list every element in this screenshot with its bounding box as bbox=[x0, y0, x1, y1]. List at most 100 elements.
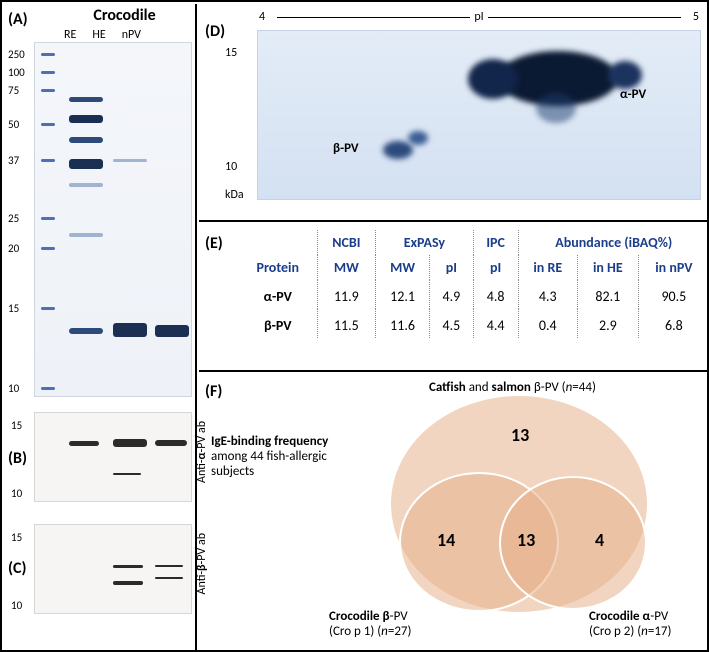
panel-d-tick-15: 15 bbox=[225, 46, 237, 60]
blot-band bbox=[113, 473, 141, 475]
venn-top-label: Catfish and salmon β-PV (n=44) bbox=[429, 380, 596, 395]
th-npv: in nPV bbox=[638, 255, 709, 280]
crop1-val: =27) bbox=[388, 624, 412, 639]
and-label: and bbox=[466, 380, 492, 395]
gel-band bbox=[69, 115, 103, 123]
mw-tick: 15 bbox=[8, 302, 19, 315]
gel-band bbox=[155, 325, 189, 337]
gel-band bbox=[69, 183, 103, 187]
alpha-pv-spot-3 bbox=[608, 61, 642, 89]
blot-band bbox=[69, 441, 99, 446]
mw-tick: 100 bbox=[8, 66, 25, 79]
venn-num-center: 13 bbox=[517, 529, 535, 551]
mw-tick: 250 bbox=[8, 48, 25, 61]
panel-d: (D) 4 pI 5 15 10 kDa α-PV β-PV bbox=[199, 4, 709, 222]
panel-d-kda: kDa bbox=[225, 188, 244, 202]
th-mw2: MW bbox=[376, 255, 430, 280]
blot-tick: 15 bbox=[11, 531, 22, 544]
mw-tick: 25 bbox=[8, 212, 19, 225]
mw-tick: 10 bbox=[8, 382, 19, 395]
blot-band bbox=[113, 439, 147, 447]
sub-header-row: Protein MW MW pI pI in RE in HE in nPV bbox=[239, 255, 709, 280]
crop1-a: (Cro p 1) ( bbox=[329, 624, 381, 639]
venn-num-right: 4 bbox=[595, 529, 604, 551]
venn-left-label: Crocodile β-PV (Cro p 1) (n=27) bbox=[329, 609, 411, 639]
pi-label: pI bbox=[470, 10, 487, 24]
gel-band bbox=[113, 323, 147, 337]
gel-band bbox=[69, 97, 103, 102]
panel-f-label: (F) bbox=[205, 382, 222, 401]
gel-band bbox=[69, 159, 103, 169]
alpha-pv-label: α-PV bbox=[620, 87, 646, 102]
blot-band bbox=[155, 440, 187, 446]
pi-axis: 4 pI 5 bbox=[259, 10, 699, 24]
alpha-pv-smear bbox=[536, 93, 576, 123]
alpha-pv-spot-2 bbox=[468, 59, 518, 99]
left-column: (A) Crocodile RE HE nPV 250 100 75 50 37 25 20… bbox=[4, 4, 197, 650]
panel-a-gel bbox=[34, 42, 192, 397]
panel-f-sidetext: IgE-binding frequency among 44 fish-alle… bbox=[211, 434, 356, 479]
panel-b-label: (B) bbox=[8, 449, 27, 468]
th-abundance: Abundance (iBAQ%) bbox=[518, 230, 709, 255]
beta-pv-spot-2 bbox=[408, 131, 428, 145]
panel-a-ladder bbox=[41, 47, 59, 392]
protein-table: NCBI ExPASy IPC Abundance (iBAQ%) Protei… bbox=[239, 230, 709, 338]
croc-alpha-name: Crocodile α-PV bbox=[589, 609, 668, 624]
panel-e: (E) NCBI ExPASy IPC Abundance (iBAQ%) Pr… bbox=[199, 224, 709, 372]
blot-tick: 10 bbox=[11, 599, 22, 612]
gel-band bbox=[69, 137, 103, 143]
salmon-label: salmon bbox=[492, 380, 531, 395]
venn-diagram: 13 14 13 4 bbox=[359, 394, 699, 644]
blot-band bbox=[155, 577, 183, 579]
th-mw1: MW bbox=[317, 255, 376, 280]
crop2-a: (Cro p 2) ( bbox=[589, 624, 641, 639]
crop2-n: n bbox=[641, 624, 648, 639]
croc-beta-name: Crocodile β-PV bbox=[329, 609, 408, 624]
crop1-n: n bbox=[381, 624, 388, 639]
ige-rest: among 44 fish-allergic subjects bbox=[211, 449, 327, 479]
th-protein: Protein bbox=[239, 255, 317, 280]
blot-band bbox=[113, 565, 143, 568]
lane-npv-label: nPV bbox=[122, 28, 141, 42]
panel-a-label: (A) bbox=[8, 10, 28, 29]
panel-d-tick-10: 10 bbox=[225, 160, 237, 174]
th-ipc: IPC bbox=[473, 230, 518, 255]
panel-c-label: (C) bbox=[8, 559, 26, 578]
blot-band bbox=[155, 565, 183, 567]
blot-band bbox=[113, 581, 143, 585]
mw-tick: 50 bbox=[8, 118, 19, 131]
panel-f: (F) IgE-binding frequency among 44 fish-… bbox=[199, 374, 709, 650]
lane-re-label: RE bbox=[64, 28, 76, 42]
th-expasy: ExPASy bbox=[376, 230, 474, 255]
blot-tick: 10 bbox=[11, 487, 22, 500]
beta-pv-spot-1 bbox=[383, 141, 413, 159]
gel-band bbox=[113, 159, 147, 162]
panel-a-header: (A) Crocodile RE HE nPV bbox=[4, 6, 195, 25]
th-ncbi: NCBI bbox=[317, 230, 376, 255]
gel-band bbox=[69, 233, 103, 237]
mw-tick: 75 bbox=[8, 84, 19, 97]
mw-tick: 37 bbox=[8, 154, 19, 167]
th-re: in RE bbox=[518, 255, 577, 280]
crop2-val: =17) bbox=[648, 624, 672, 639]
mw-tick: 20 bbox=[8, 242, 19, 255]
ige-bold: IgE-binding frequency bbox=[211, 434, 328, 449]
pi-end: 5 bbox=[693, 10, 699, 24]
panel-e-label: (E) bbox=[205, 234, 223, 253]
th-he: in HE bbox=[577, 255, 638, 280]
panel-d-gel: α-PV β-PV bbox=[257, 30, 701, 200]
venn-right-label: Crocodile α-PV (Cro p 2) (n=17) bbox=[589, 609, 671, 639]
th-pi2: pI bbox=[473, 255, 518, 280]
venn-num-top: 13 bbox=[511, 424, 529, 446]
blot-tick: 15 bbox=[11, 419, 22, 432]
lane-he-label: HE bbox=[92, 28, 105, 42]
table-row: α-PV11.912.14.94.84.382.190.5 bbox=[239, 280, 709, 309]
venn-num-left: 14 bbox=[437, 529, 455, 551]
gel-band bbox=[69, 328, 103, 334]
group-header-row: NCBI ExPASy IPC Abundance (iBAQ%) bbox=[239, 230, 709, 255]
table-body: α-PV11.912.14.94.84.382.190.5β-PV11.511.… bbox=[239, 280, 709, 338]
panel-d-label: (D) bbox=[205, 22, 225, 41]
beta-pv-label: β-PV bbox=[333, 141, 359, 156]
catfish-label: Catfish bbox=[429, 380, 466, 395]
n-val-top: =44) bbox=[572, 380, 596, 395]
